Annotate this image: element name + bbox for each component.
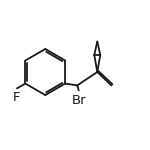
Text: Br: Br bbox=[72, 94, 87, 107]
Text: F: F bbox=[12, 91, 20, 104]
